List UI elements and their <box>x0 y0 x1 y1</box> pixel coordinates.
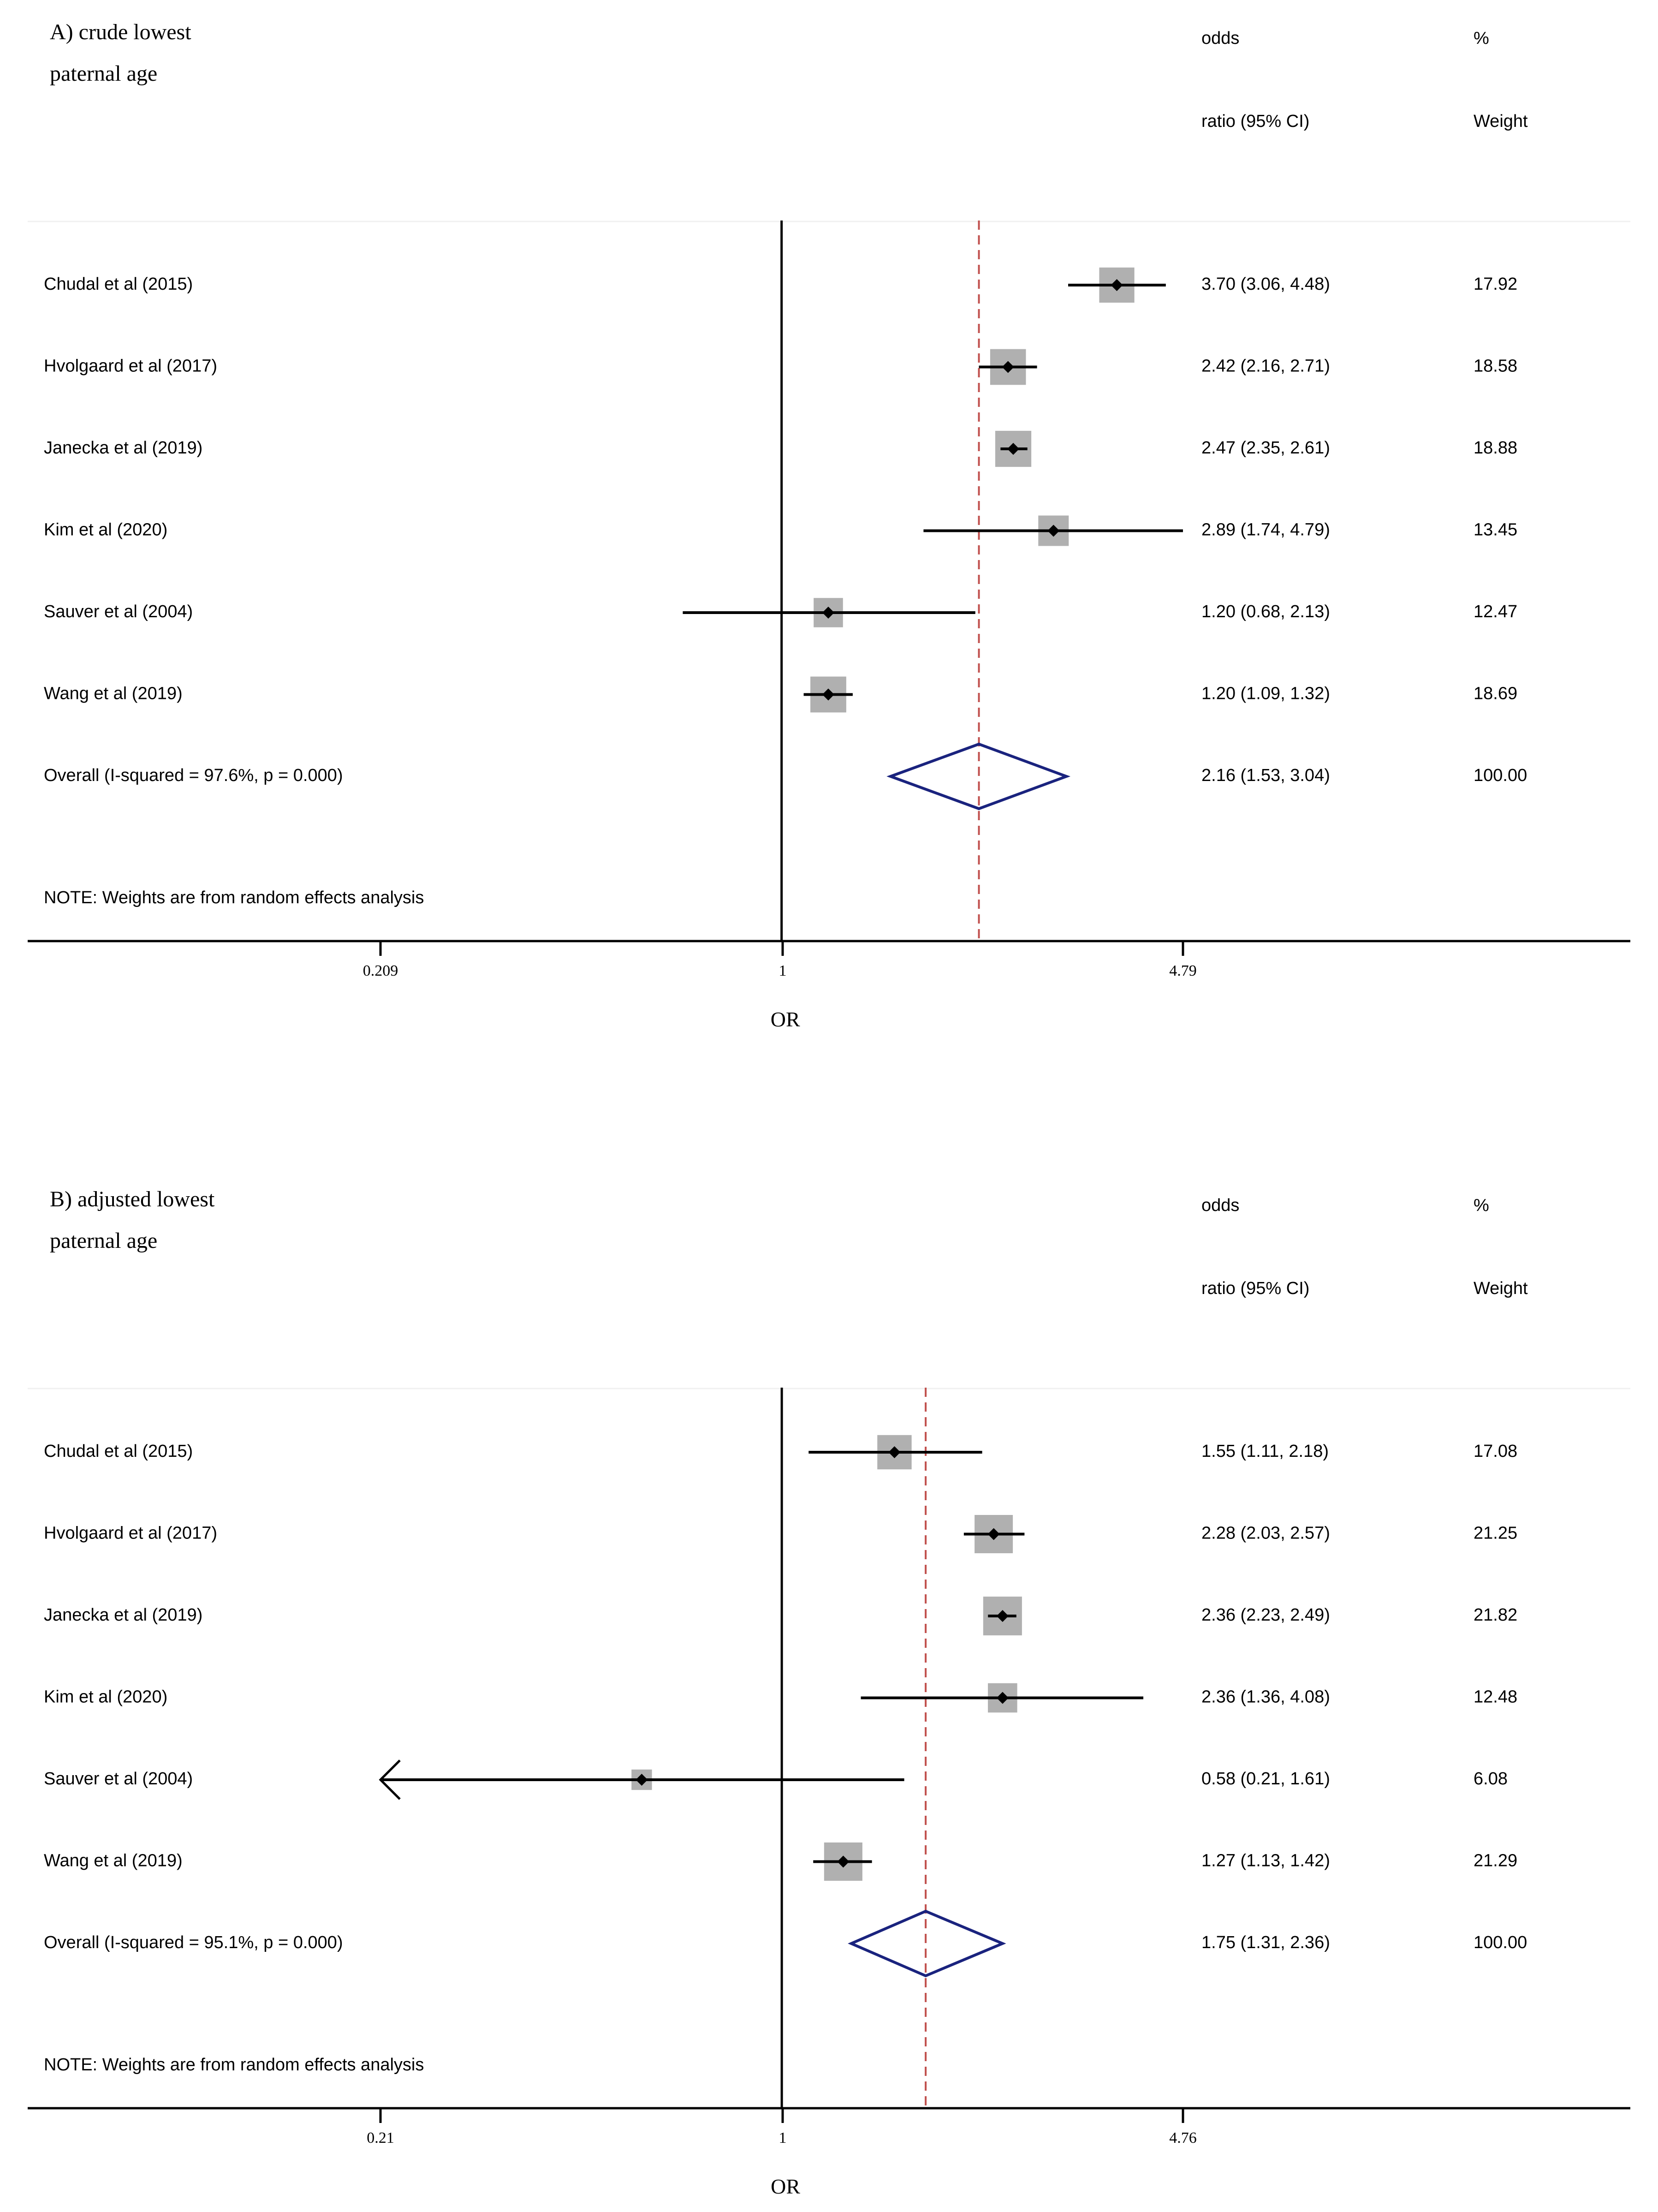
study-weight: 6.08 <box>1474 1769 1508 1789</box>
study-label: Wang et al (2019) <box>44 1851 183 1871</box>
study-or-ci: 3.70 (3.06, 4.48) <box>1201 274 1330 294</box>
study-row: Chudal et al (2015) 1.55 (1.11, 2.18) 17.0… <box>44 1435 1517 1470</box>
study-weight: 18.58 <box>1474 357 1517 376</box>
study-label: Janecka et al (2019) <box>44 1605 202 1625</box>
study-row: Sauver et al (2004) 1.20 (0.68, 2.13) 12.4… <box>44 598 1517 627</box>
study-label: Kim et al (2020) <box>44 520 167 540</box>
x-tick-label: 4.76 <box>1169 2129 1197 2146</box>
study-row: Janecka et al (2019) 2.47 (2.35, 2.61) 18.… <box>44 430 1517 467</box>
x-tick-label: 4.79 <box>1169 962 1197 979</box>
x-tick-label: 0.209 <box>363 962 398 979</box>
panel-title-line-1: A) crude lowest <box>50 20 191 44</box>
study-weight: 12.47 <box>1474 602 1517 621</box>
study-label: Sauver et al (2004) <box>44 602 193 621</box>
point-estimate <box>1047 525 1060 537</box>
header-weight: Weight <box>1474 1279 1528 1298</box>
study-or-ci: 1.20 (1.09, 1.32) <box>1201 684 1330 704</box>
study-weight: 18.88 <box>1474 438 1517 458</box>
study-row: Wang et al (2019) 1.27 (1.13, 1.42) 21.29 <box>44 1842 1517 1881</box>
panel-title-line-2: paternal age <box>50 1228 157 1253</box>
ci-truncation-arrow <box>379 1759 401 1800</box>
study-row: Chudal et al (2015) 3.70 (3.06, 4.48) 17.9… <box>44 267 1517 303</box>
study-weight: 21.29 <box>1474 1851 1517 1871</box>
study-weight: 12.48 <box>1474 1687 1517 1707</box>
study-row: Hvolgaard et al (2017) 2.28 (2.03, 2.57) 2… <box>44 1515 1517 1553</box>
x-tick-label: 1 <box>779 2129 787 2146</box>
overall-weight: 100.00 <box>1474 766 1527 785</box>
study-label: Janecka et al (2019) <box>44 438 202 458</box>
header-percent: % <box>1474 1196 1489 1215</box>
study-label: Hvolgaard et al (2017) <box>44 1524 217 1543</box>
study-or-ci: 2.47 (2.35, 2.61) <box>1201 438 1330 458</box>
point-estimate <box>1002 361 1014 373</box>
header-percent: % <box>1474 29 1489 48</box>
x-tick-label: 0.21 <box>367 2129 394 2146</box>
overall-diamond <box>848 1909 1006 1978</box>
study-or-ci: 2.42 (2.16, 2.71) <box>1201 357 1330 376</box>
study-or-ci: 2.36 (2.23, 2.49) <box>1201 1605 1330 1625</box>
header-odds: odds <box>1201 1196 1239 1215</box>
x-axis-label: OR <box>771 2175 800 2198</box>
study-label: Chudal et al (2015) <box>44 1442 193 1461</box>
header-odds: odds <box>1201 29 1239 48</box>
header-ratio-ci: ratio (95% CI) <box>1201 112 1309 131</box>
weights-note: NOTE: Weights are from random effects an… <box>44 2055 424 2075</box>
point-estimate <box>996 1610 1009 1622</box>
study-or-ci: 1.55 (1.11, 2.18) <box>1201 1442 1329 1461</box>
study-row: Kim et al (2020) 2.36 (1.36, 4.08) 12.48 <box>44 1683 1517 1713</box>
study-or-ci: 1.20 (0.68, 2.13) <box>1201 602 1330 621</box>
panel-title-line-1: B) adjusted lowest <box>50 1187 215 1211</box>
overall-weight: 100.00 <box>1474 1933 1527 1952</box>
point-estimate <box>888 1446 901 1458</box>
study-or-ci: 2.36 (1.36, 4.08) <box>1201 1687 1330 1707</box>
study-row: Janecka et al (2019) 2.36 (2.23, 2.49) 21.… <box>44 1596 1517 1636</box>
study-weight: 21.82 <box>1474 1605 1517 1625</box>
overall-row: Overall (I-squared = 97.6%, p = 0.000) 2.… <box>44 742 1527 811</box>
study-or-ci: 1.27 (1.13, 1.42) <box>1201 1851 1330 1871</box>
x-tick-label: 1 <box>779 962 787 979</box>
point-estimate <box>987 1528 1000 1540</box>
point-estimate <box>837 1855 850 1868</box>
study-weight: 21.25 <box>1474 1524 1517 1543</box>
point-estimate <box>636 1774 648 1786</box>
study-row: Sauver et al (2004) 0.58 (0.21, 1.61) 6.08 <box>44 1759 1508 1800</box>
x-axis-label: OR <box>771 1008 800 1031</box>
study-or-ci: 2.28 (2.03, 2.57) <box>1201 1524 1330 1543</box>
point-estimate <box>822 607 834 619</box>
panel-title-line-2: paternal age <box>50 61 157 86</box>
study-weight: 17.08 <box>1474 1442 1517 1461</box>
study-label: Sauver et al (2004) <box>44 1769 193 1789</box>
study-or-ci: 2.89 (1.74, 4.79) <box>1201 520 1330 540</box>
study-row: Hvolgaard et al (2017) 2.42 (2.16, 2.71) 1… <box>44 349 1517 385</box>
study-weight: 17.92 <box>1474 274 1517 294</box>
study-label: Wang et al (2019) <box>44 684 183 704</box>
point-estimate <box>822 688 834 701</box>
overall-label: Overall (I-squared = 95.1%, p = 0.000) <box>44 1933 343 1952</box>
study-label: Hvolgaard et al (2017) <box>44 357 217 376</box>
overall-diamond <box>886 742 1071 811</box>
study-weight: 13.45 <box>1474 520 1517 540</box>
study-label: Kim et al (2020) <box>44 1687 167 1707</box>
overall-label: Overall (I-squared = 97.6%, p = 0.000) <box>44 766 343 785</box>
study-label: Chudal et al (2015) <box>44 274 193 294</box>
overall-or-ci: 2.16 (1.53, 3.04) <box>1201 766 1330 785</box>
study-row: Wang et al (2019) 1.20 (1.09, 1.32) 18.69 <box>44 676 1517 713</box>
point-estimate <box>1007 443 1020 455</box>
forest-panel-b: B) adjusted lowest paternal age odds ratio … <box>28 1187 1630 2198</box>
overall-row: Overall (I-squared = 95.1%, p = 0.000) 1.… <box>44 1909 1527 1978</box>
point-estimate <box>996 1692 1009 1704</box>
study-weight: 18.69 <box>1474 684 1517 704</box>
overall-or-ci: 1.75 (1.31, 2.36) <box>1201 1933 1330 1952</box>
study-row: Kim et al (2020) 2.89 (1.74, 4.79) 13.45 <box>44 515 1517 546</box>
forest-panel-a: A) crude lowest paternal age odds ratio (95… <box>28 20 1630 1031</box>
study-or-ci: 0.58 (0.21, 1.61) <box>1201 1769 1330 1789</box>
header-ratio-ci: ratio (95% CI) <box>1201 1279 1309 1298</box>
point-estimate <box>1111 279 1123 291</box>
weights-note: NOTE: Weights are from random effects an… <box>44 888 424 907</box>
header-weight: Weight <box>1474 112 1528 131</box>
